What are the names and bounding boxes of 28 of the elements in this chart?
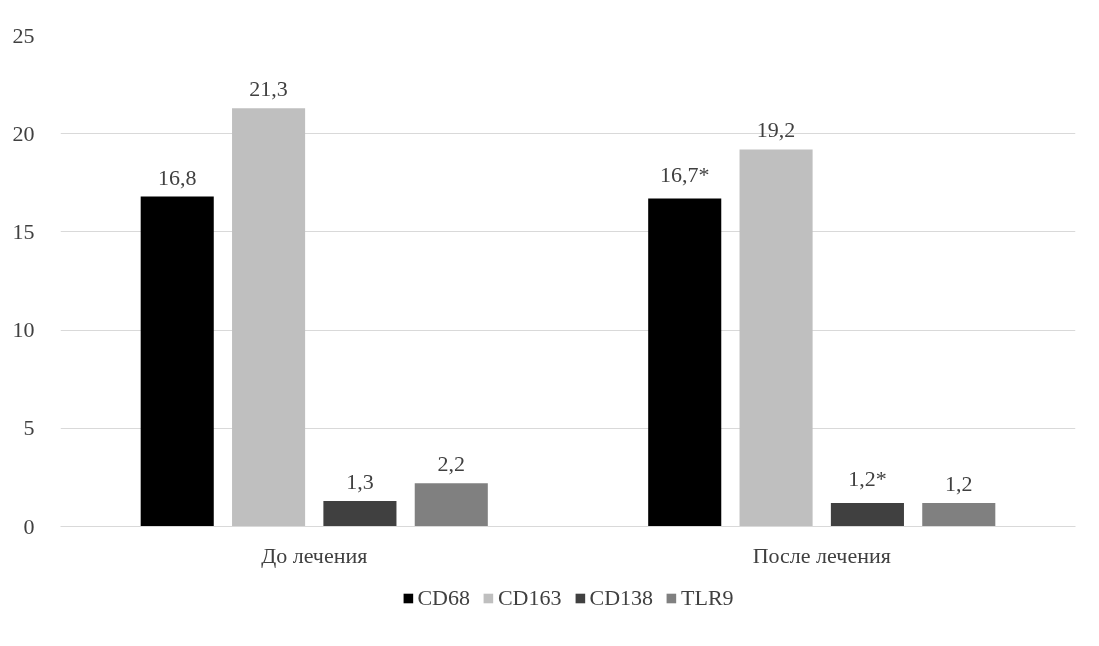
bar [830, 502, 904, 527]
bar [414, 483, 488, 527]
y-tick-label: 0 [23, 513, 35, 539]
y-tick-label: 5 [23, 415, 35, 441]
x-tick-label: После лечения [752, 542, 891, 568]
legend-label: TLR9 [681, 584, 734, 611]
y-tick-label: 15 [12, 218, 35, 244]
data-label: 19,2 [756, 117, 796, 143]
data-label: 1,2 [945, 470, 973, 496]
data-label: 2,2 [437, 451, 466, 477]
legend-label: CD163 [497, 584, 562, 611]
bar [140, 196, 214, 527]
x-tick-label: До лечения [261, 542, 368, 568]
data-label: 1,2* [848, 465, 887, 491]
legend-label: CD138 [589, 584, 654, 611]
y-tick-label: 25 [12, 22, 35, 48]
legend-label: CD68 [417, 584, 470, 611]
bar [739, 149, 813, 527]
data-label: 21,3 [249, 76, 288, 102]
bar [323, 500, 397, 527]
bar [232, 108, 306, 527]
y-tick-label: 20 [12, 120, 35, 146]
bar [648, 198, 722, 527]
data-label: 16,8 [157, 164, 197, 190]
data-label: 1,3 [346, 468, 374, 494]
data-label: 16,7* [659, 161, 710, 187]
bar [922, 502, 996, 527]
y-tick-label: 10 [12, 317, 35, 343]
